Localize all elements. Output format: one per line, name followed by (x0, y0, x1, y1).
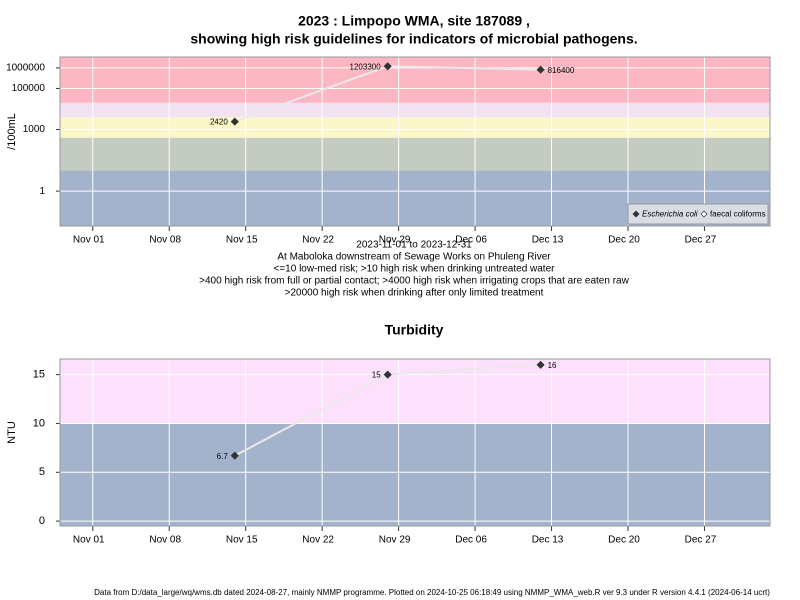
x-tick-label: Nov 22 (302, 535, 334, 546)
risk-band (60, 359, 770, 424)
y-tick-label: 15 (33, 369, 45, 381)
x-tick-label: Nov 08 (149, 535, 181, 546)
y-tick-label: 5 (39, 466, 45, 478)
y-tick-label: 1000 (23, 124, 46, 135)
data-label: 2420 (210, 118, 228, 127)
x-tick-label: Dec 06 (455, 235, 487, 246)
data-label: 816400 (548, 66, 575, 75)
x-tick-label: Dec 13 (532, 235, 564, 246)
y-tick-label: 0 (39, 515, 45, 527)
x-tick-label: Nov 29 (379, 235, 411, 246)
x-tick-label: Nov 08 (149, 235, 181, 246)
x-tick-label: Nov 15 (226, 535, 258, 546)
x-tick-label: Dec 20 (608, 535, 640, 546)
caption: <=10 low-med risk; >10 high risk when dr… (274, 264, 556, 275)
y-tick-label: 1000000 (6, 63, 45, 74)
data-label: 1203300 (350, 62, 382, 71)
x-tick-label: Dec 27 (685, 535, 717, 546)
x-tick-label: Nov 22 (302, 235, 334, 246)
x-tick-label: Dec 13 (532, 535, 564, 546)
chart-title: showing high risk guidelines for indicat… (190, 31, 637, 47)
y-tick-label: 1 (39, 186, 45, 197)
risk-band (60, 117, 770, 138)
data-point (536, 65, 545, 74)
data-label: 6.7 (217, 452, 229, 461)
chart-title: Turbidity (385, 322, 444, 338)
data-label: 15 (372, 371, 381, 380)
x-tick-label: Dec 20 (608, 235, 640, 246)
legend-label: faecal coliforms (710, 210, 766, 219)
data-point (230, 117, 239, 126)
risk-band (60, 102, 770, 118)
risk-band (60, 57, 770, 103)
legend-marker (700, 210, 708, 218)
x-tick-label: Nov 01 (73, 235, 105, 246)
legend-item: Escherichia coli (632, 210, 698, 219)
risk-band (60, 137, 770, 171)
plot-frame (59, 56, 771, 227)
risk-band (60, 423, 770, 526)
x-tick-label: Nov 01 (73, 535, 105, 546)
data-point (383, 62, 392, 71)
y-axis-label: /100mL (6, 113, 18, 150)
legend-label: Escherichia coli (642, 210, 698, 219)
plot-frame (59, 358, 771, 527)
caption: >400 high risk from full or partial cont… (199, 276, 629, 287)
data-point (230, 451, 239, 460)
x-tick-label: Dec 06 (455, 535, 487, 546)
x-tick-label: Nov 29 (379, 535, 411, 546)
y-axis-label: NTU (6, 421, 18, 444)
y-tick-label: 10 (33, 417, 45, 429)
data-label: 16 (548, 361, 557, 370)
x-tick-label: Nov 15 (226, 235, 258, 246)
x-tick-label: Dec 27 (685, 235, 717, 246)
caption: At Maboloka downstream of Sewage Works o… (277, 252, 551, 263)
legend-box (627, 203, 769, 225)
footer: Data from D:/data_large/wq/wms.db dated … (94, 588, 770, 597)
data-point (536, 360, 545, 369)
caption: 2023-11-01 to 2023-12-31 (356, 240, 472, 251)
chart-title: 2023 : Limpopo WMA, site 187089 , (298, 13, 530, 29)
caption: >20000 high risk when drinking after onl… (285, 288, 544, 299)
y-tick-label: 100000 (12, 83, 46, 94)
legend-marker (632, 210, 640, 218)
data-point (383, 370, 392, 379)
legend-item: faecal coliforms (700, 210, 766, 219)
